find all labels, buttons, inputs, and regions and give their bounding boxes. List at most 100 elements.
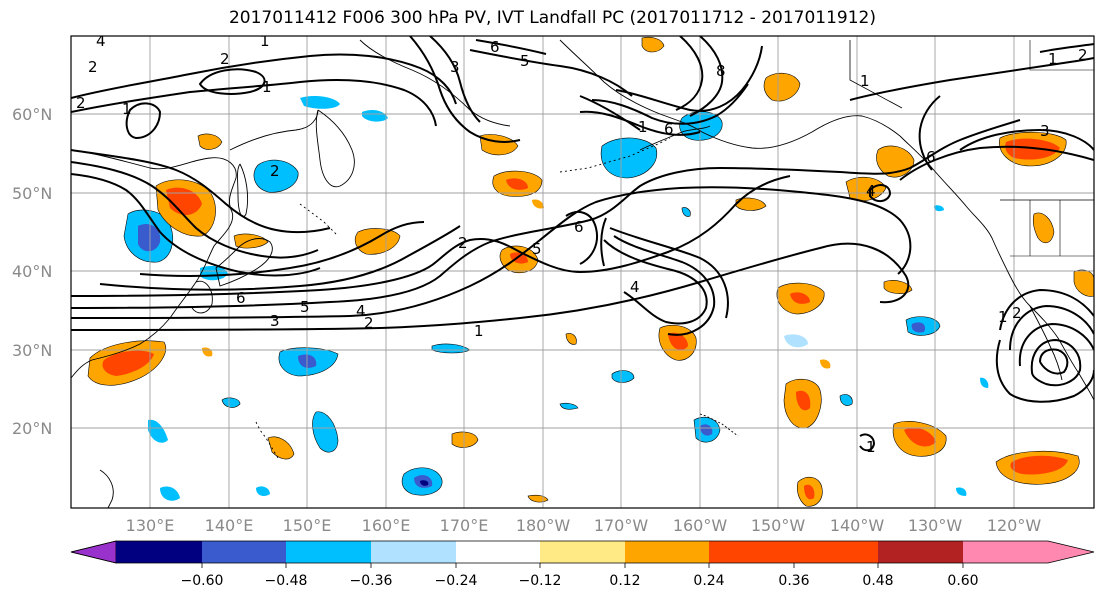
pos-region-2-core (166, 187, 202, 216)
pv-contour-3-north (429, 36, 481, 123)
contour-label-3-a: 3 (270, 312, 280, 330)
pv-contour-ne-loop (869, 184, 892, 202)
pv-contour-5-north (469, 49, 633, 97)
contour-label-1-c: 1 (262, 78, 272, 96)
neg-region-6 (362, 110, 388, 122)
contour-label-1-i: 1 (866, 438, 876, 456)
pv-contour-2-gyre (125, 102, 162, 140)
okhotsk-coast (229, 109, 319, 151)
lon-label-170w: 170°W (594, 516, 649, 535)
neg-region-14 (148, 419, 168, 443)
neg-region-11-core (911, 322, 926, 333)
lon-label-150w: 150°W (751, 516, 806, 535)
positive-anomaly-regions (87, 36, 1094, 507)
contour-label-3-c: 3 (1040, 122, 1050, 140)
pv-contour-4-jet (71, 175, 791, 297)
colorbar-segment-1 (116, 541, 202, 563)
contour-label-1-h: 1 (998, 308, 1008, 326)
pos-region-24 (735, 197, 767, 211)
contour-label-4-c: 4 (96, 32, 106, 50)
korea-peninsula (191, 280, 213, 314)
pv-contour-3-asia (71, 161, 319, 259)
pv-contour-ak-8 (689, 36, 724, 117)
pv-contour-1-gyre (198, 68, 266, 95)
neg-region-18 (559, 402, 579, 410)
na-west-coast (899, 135, 1094, 401)
alaska-canada-border (849, 40, 903, 109)
neg-region-25 (839, 394, 853, 406)
contour-label-1-b: 1 (260, 32, 270, 50)
pv-contour-3-jet (71, 119, 1021, 309)
pos-region-8-core (790, 292, 810, 304)
contour-label-5-a: 5 (300, 298, 310, 316)
lon-label-160w: 160°W (673, 516, 728, 535)
pos-region-17 (1032, 212, 1055, 244)
philippines (99, 469, 114, 508)
contour-label-6-a: 6 (236, 289, 246, 307)
shaded-anomaly-field (87, 36, 1094, 507)
neg-region-1-core (138, 223, 161, 252)
pv-contour-cutoff-1 (603, 239, 708, 325)
pv-contour-4-north (409, 36, 521, 143)
colorbar-label-9: 0.48 (862, 573, 893, 589)
map-frame (70, 35, 1095, 509)
longitude-labels: 130°E 140°E 150°E 160°E 170°E 180°W 170°… (126, 516, 1042, 535)
pv-contour-ak-1 (579, 110, 701, 136)
contour-label-3-b: 3 (450, 58, 460, 76)
pos-region-21 (197, 133, 223, 150)
contour-label-6-d: 6 (664, 120, 674, 138)
neg-region-8-deep (420, 480, 429, 486)
contour-label-2-b: 2 (458, 234, 468, 252)
lon-label-150e: 150°E (283, 516, 332, 535)
colorbar-segment-9 (794, 541, 878, 563)
pos-region-23 (641, 36, 665, 53)
colorbar-label-3: −0.36 (350, 573, 393, 589)
neg-region-23 (681, 207, 691, 217)
colorbar-label-5: −0.12 (519, 573, 562, 589)
pv-contour-ak-2 (591, 83, 749, 125)
pv-contour-inner-trough-1 (579, 95, 641, 131)
lat-label-40n: 40°N (12, 262, 52, 281)
pv-contour-ca-5 (1039, 348, 1069, 375)
contour-label-4-d: 4 (866, 182, 876, 200)
kuril-chain (299, 203, 337, 235)
pv-contour-ak-3 (615, 45, 763, 112)
lon-label-180w: 180°W (516, 516, 571, 535)
pv-contour-ne-1 (849, 57, 1094, 101)
neg-region-22 (256, 486, 270, 496)
colorbar: −0.60 −0.48 −0.36 −0.24 −0.12 0.12 0.24 … (70, 540, 1095, 589)
neg-region-20 (934, 205, 944, 212)
pv-contour-2-jet (71, 186, 912, 319)
negative-anomaly-regions (123, 96, 989, 501)
lon-label-140w: 140°W (830, 516, 885, 535)
pv-contour-2-asia (71, 173, 321, 277)
pv-contour-cutoff-3 (609, 227, 729, 319)
colorbar-segment-6 (540, 541, 625, 563)
pos-region-18 (1073, 269, 1094, 297)
alaska-coast (559, 39, 901, 149)
contour-label-6-c: 6 (490, 38, 500, 56)
neg-region-17 (221, 397, 241, 408)
lon-label-160e: 160°E (362, 516, 411, 535)
contour-label-4-a: 4 (356, 302, 366, 320)
alaska-peninsula (639, 125, 711, 151)
canada-inner-border (1029, 40, 1094, 71)
pv-contour-ne-4 (899, 145, 1094, 181)
pv-contour-4-asia (71, 149, 331, 234)
lon-label-140e: 140°E (205, 516, 254, 535)
pv-contours (71, 36, 1094, 452)
colorbar-segment-4 (371, 541, 456, 563)
hawaii-islands (699, 413, 739, 437)
pv-contour-ne-west (918, 95, 941, 171)
lon-label-130w: 130°W (908, 516, 963, 535)
neg-region-9 (312, 411, 339, 453)
pos-region-25 (883, 280, 913, 294)
pv-contour-ca-2 (1009, 304, 1094, 351)
contour-label-1-d: 1 (122, 100, 132, 118)
lon-label-130e: 130°E (126, 516, 175, 535)
pv-contour-cutoff-2 (613, 235, 716, 336)
contour-label-5-b: 5 (532, 240, 542, 258)
asia-coastline (71, 149, 237, 379)
colorbar-tick-labels: −0.60 −0.48 −0.36 −0.24 −0.12 0.12 0.24 … (181, 573, 979, 589)
neg-region-10-core (700, 424, 713, 436)
